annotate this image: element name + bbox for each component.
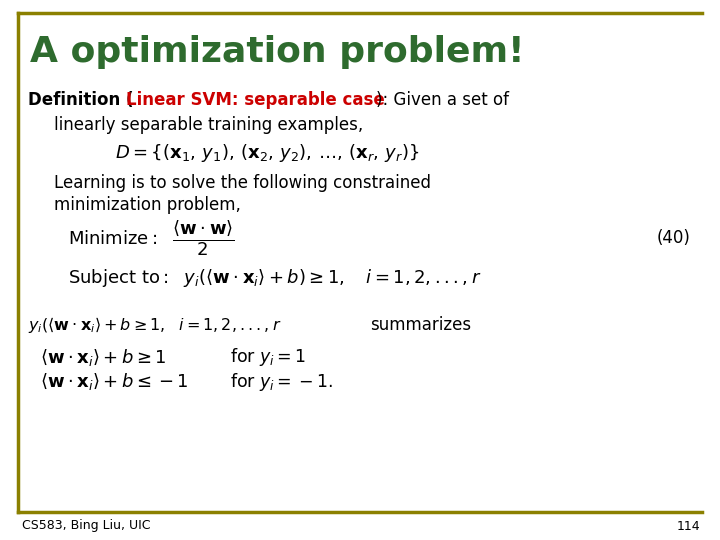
- Text: Linear SVM: separable case: Linear SVM: separable case: [126, 91, 384, 109]
- Text: $\mathrm{Subject\ to:}\ \ y_i(\langle\mathbf{w}\cdot\mathbf{x}_i\rangle + b)\geq: $\mathrm{Subject\ to:}\ \ y_i(\langle\ma…: [68, 267, 482, 289]
- Text: Learning is to solve the following constrained: Learning is to solve the following const…: [54, 174, 431, 192]
- Text: CS583, Bing Liu, UIC: CS583, Bing Liu, UIC: [22, 519, 150, 532]
- Text: $D = \{(\mathbf{x}_1,\, y_1),\, (\mathbf{x}_2,\, y_2),\, \ldots,\, (\mathbf{x}_r: $D = \{(\mathbf{x}_1,\, y_1),\, (\mathbf…: [115, 142, 419, 164]
- Text: A optimization problem!: A optimization problem!: [30, 35, 525, 69]
- Text: $\mathrm{Minimize:}\ \ \dfrac{\langle\mathbf{w}\cdot\mathbf{w}\rangle}{2}$: $\mathrm{Minimize:}\ \ \dfrac{\langle\ma…: [68, 218, 235, 258]
- Text: $\langle\mathbf{w}\cdot\mathbf{x}_i\rangle + b \geq 1$: $\langle\mathbf{w}\cdot\mathbf{x}_i\rang…: [40, 347, 166, 368]
- Text: for $y_i = 1$: for $y_i = 1$: [230, 346, 306, 368]
- Text: summarizes: summarizes: [370, 316, 471, 334]
- Text: linearly separable training examples,: linearly separable training examples,: [54, 116, 364, 134]
- Text: (40): (40): [656, 229, 690, 247]
- Text: ): Given a set of: ): Given a set of: [376, 91, 509, 109]
- Text: $y_i(\langle\mathbf{w}\cdot\mathbf{x}_i\rangle + b \geq 1,\ \ i=1,2,...,r$: $y_i(\langle\mathbf{w}\cdot\mathbf{x}_i\…: [28, 315, 282, 335]
- Text: 114: 114: [676, 519, 700, 532]
- Text: $\langle\mathbf{w}\cdot\mathbf{x}_i\rangle + b \leq -1$: $\langle\mathbf{w}\cdot\mathbf{x}_i\rang…: [40, 372, 189, 393]
- Text: for $y_i = -1.$: for $y_i = -1.$: [230, 371, 333, 393]
- Text: minimization problem,: minimization problem,: [54, 196, 241, 214]
- Text: Definition (: Definition (: [28, 91, 133, 109]
